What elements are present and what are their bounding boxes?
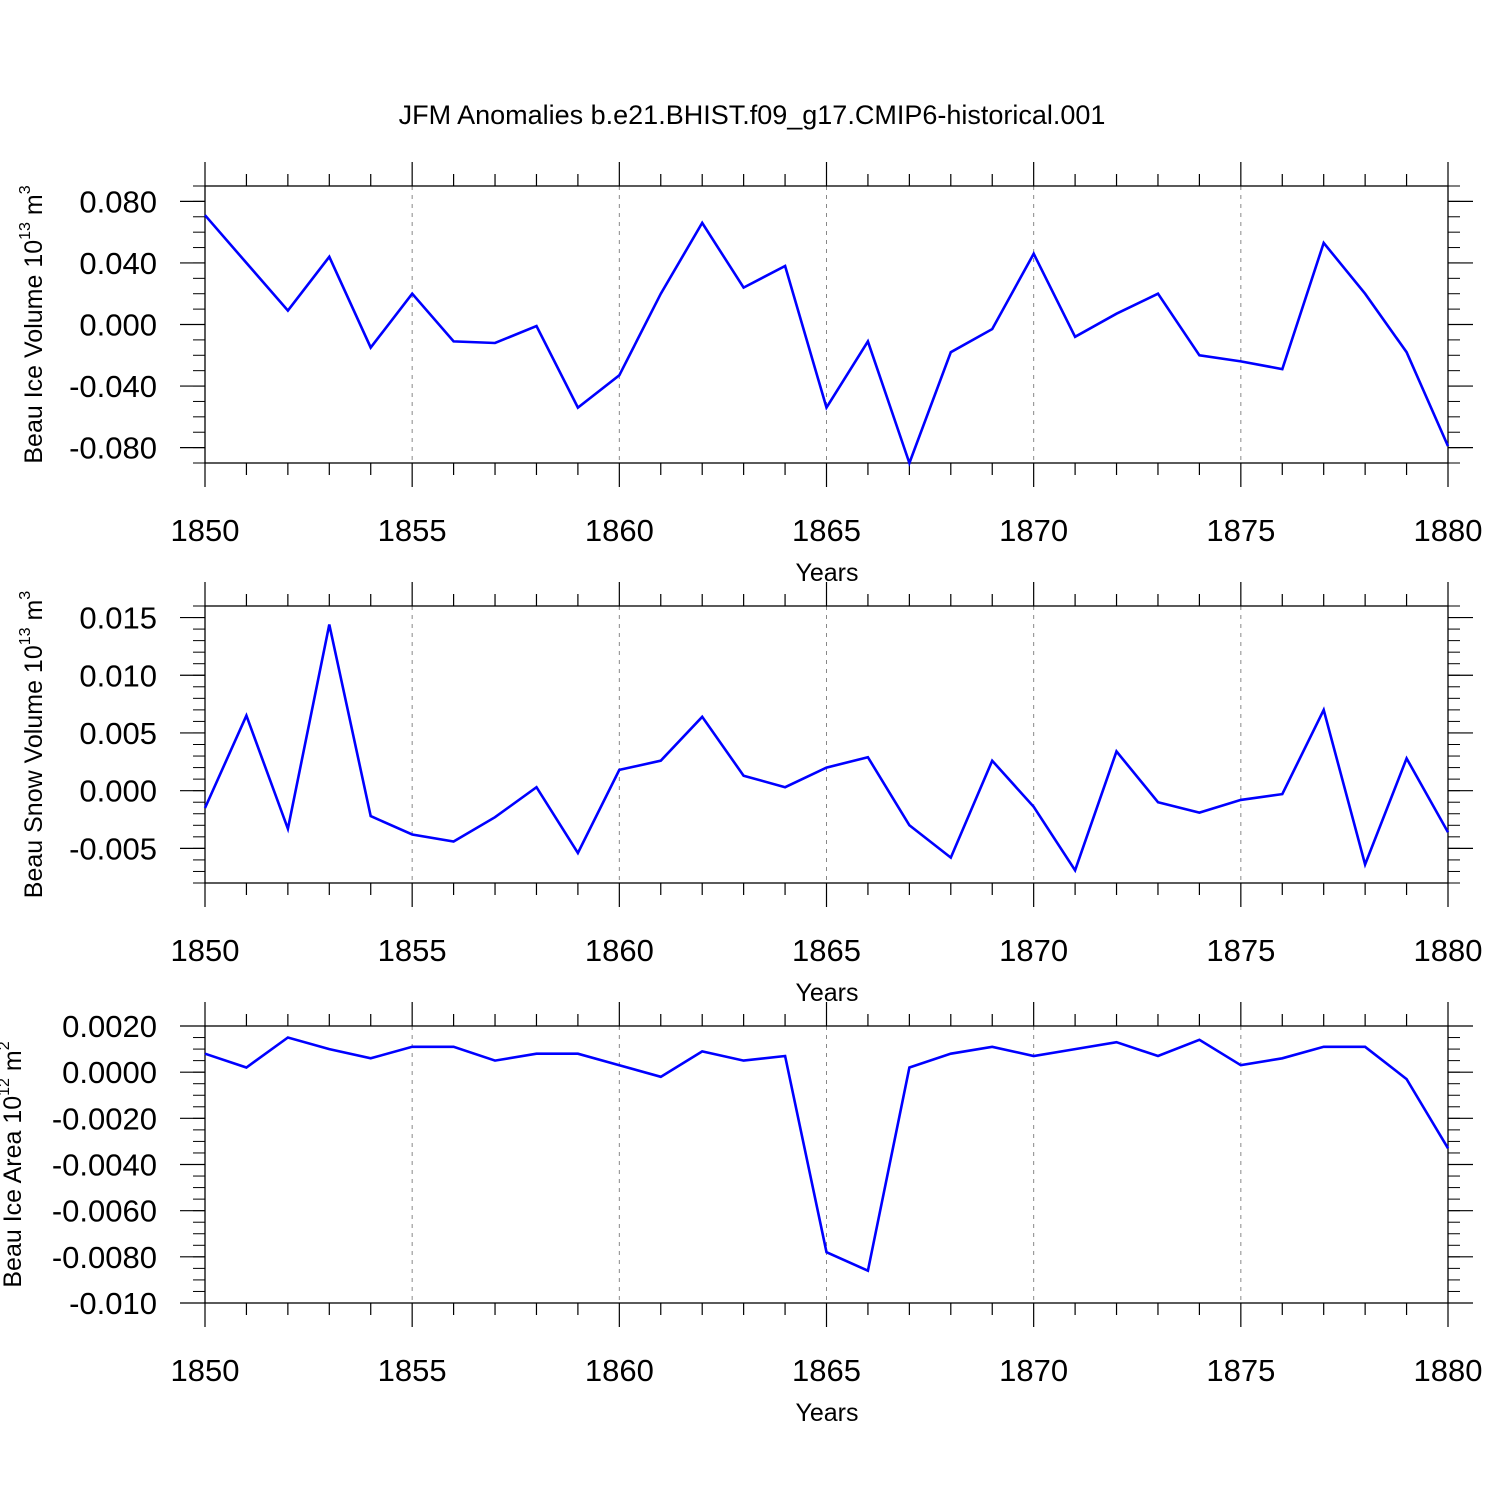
y-tick-label: -0.0060 — [52, 1194, 157, 1229]
y-tick-label: -0.0020 — [52, 1101, 157, 1136]
x-tick-label: 1850 — [171, 1353, 240, 1388]
y-tick-label: -0.005 — [69, 831, 157, 866]
x-tick-label: 1880 — [1414, 1353, 1483, 1388]
x-tick-label: 1855 — [378, 513, 447, 548]
x-tick-label: 1855 — [378, 933, 447, 968]
x-axis-label: Years — [795, 1399, 858, 1427]
panel-1: 0.080 0.040 0.000 -0.040 -0.080 1850 1855 1860 1… — [17, 162, 1482, 587]
x-tick-label: 1870 — [999, 933, 1068, 968]
x-tick-label: 1860 — [585, 1353, 654, 1388]
y-tick-label: 0.000 — [79, 774, 157, 809]
x-tick-label: 1850 — [171, 933, 240, 968]
series-line — [204, 1036, 1450, 1273]
y-tick-label: -0.010 — [69, 1286, 157, 1321]
y-tick-label: 0.080 — [79, 184, 157, 219]
y-tick-label: 0.040 — [79, 246, 157, 281]
x-tick-label: 1865 — [792, 513, 861, 548]
x-tick-label: 1875 — [1206, 513, 1275, 548]
y-axis-label-part: Beau Ice Volume 10 — [20, 240, 48, 464]
series-line — [204, 214, 1450, 467]
panels-group: 0.080 0.040 0.000 -0.040 -0.080 1850 1855 1860 1… — [0, 162, 1482, 1427]
panel-3: 0.0020 0.0000 -0.0020 -0.0040 -0.0060 -0.0080… — [0, 1002, 1482, 1427]
panel-2: 0.015 0.010 0.005 0.000 -0.005 1850 1855 1860 18… — [17, 582, 1482, 1007]
x-tick-label: 1875 — [1206, 1353, 1275, 1388]
x-tick-label: 1860 — [585, 513, 654, 548]
y-axis-label-part: Beau Snow Volume 10 — [20, 645, 48, 898]
y-axis-label: Beau Ice Area 1012 m2 — [0, 1041, 27, 1287]
y-axis-label: Beau Ice Volume 1013 m3 — [17, 185, 48, 463]
y-tick-label: 0.0020 — [62, 1009, 157, 1044]
y-axis-label-superscript: 13 — [17, 222, 34, 240]
series-line — [203, 624, 1450, 874]
x-tick-label: 1870 — [999, 1353, 1068, 1388]
y-axis-label-superscript: 3 — [17, 591, 34, 600]
y-axis-label: Beau Snow Volume 1013 m3 — [17, 591, 48, 899]
y-axis-label-part: m — [20, 194, 48, 222]
x-tick-label: 1870 — [999, 513, 1068, 548]
y-axis-label-superscript: 2 — [0, 1041, 13, 1050]
y-axis-label-part: m — [0, 1050, 27, 1078]
y-tick-label: -0.080 — [69, 431, 157, 466]
y-axis-label-superscript: 13 — [17, 627, 34, 645]
y-tick-label: -0.040 — [69, 369, 157, 404]
y-tick-label: 0.0000 — [62, 1055, 157, 1090]
x-tick-label: 1865 — [792, 1353, 861, 1388]
y-axis-label-superscript: 3 — [17, 185, 34, 194]
chart-title: JFM Anomalies b.e21.BHIST.f09_g17.CMIP6-… — [399, 100, 1106, 130]
y-axis-label-part: Beau Ice Area 10 — [0, 1096, 27, 1288]
x-tick-label: 1865 — [792, 933, 861, 968]
x-tick-label: 1860 — [585, 933, 654, 968]
y-tick-label: 0.005 — [79, 716, 157, 751]
y-axis-label-superscript: 12 — [0, 1078, 13, 1096]
y-axis-label-part: m — [20, 600, 48, 628]
x-tick-label: 1855 — [378, 1353, 447, 1388]
x-tick-label: 1880 — [1414, 513, 1483, 548]
y-tick-label: 0.000 — [79, 308, 157, 343]
x-tick-label: 1880 — [1414, 933, 1483, 968]
y-tick-label: 0.010 — [79, 658, 157, 693]
x-tick-label: 1875 — [1206, 933, 1275, 968]
x-tick-label: 1850 — [171, 513, 240, 548]
y-tick-label: 0.015 — [79, 601, 157, 636]
y-tick-label: -0.0080 — [52, 1240, 157, 1275]
y-tick-label: -0.0040 — [52, 1148, 157, 1183]
